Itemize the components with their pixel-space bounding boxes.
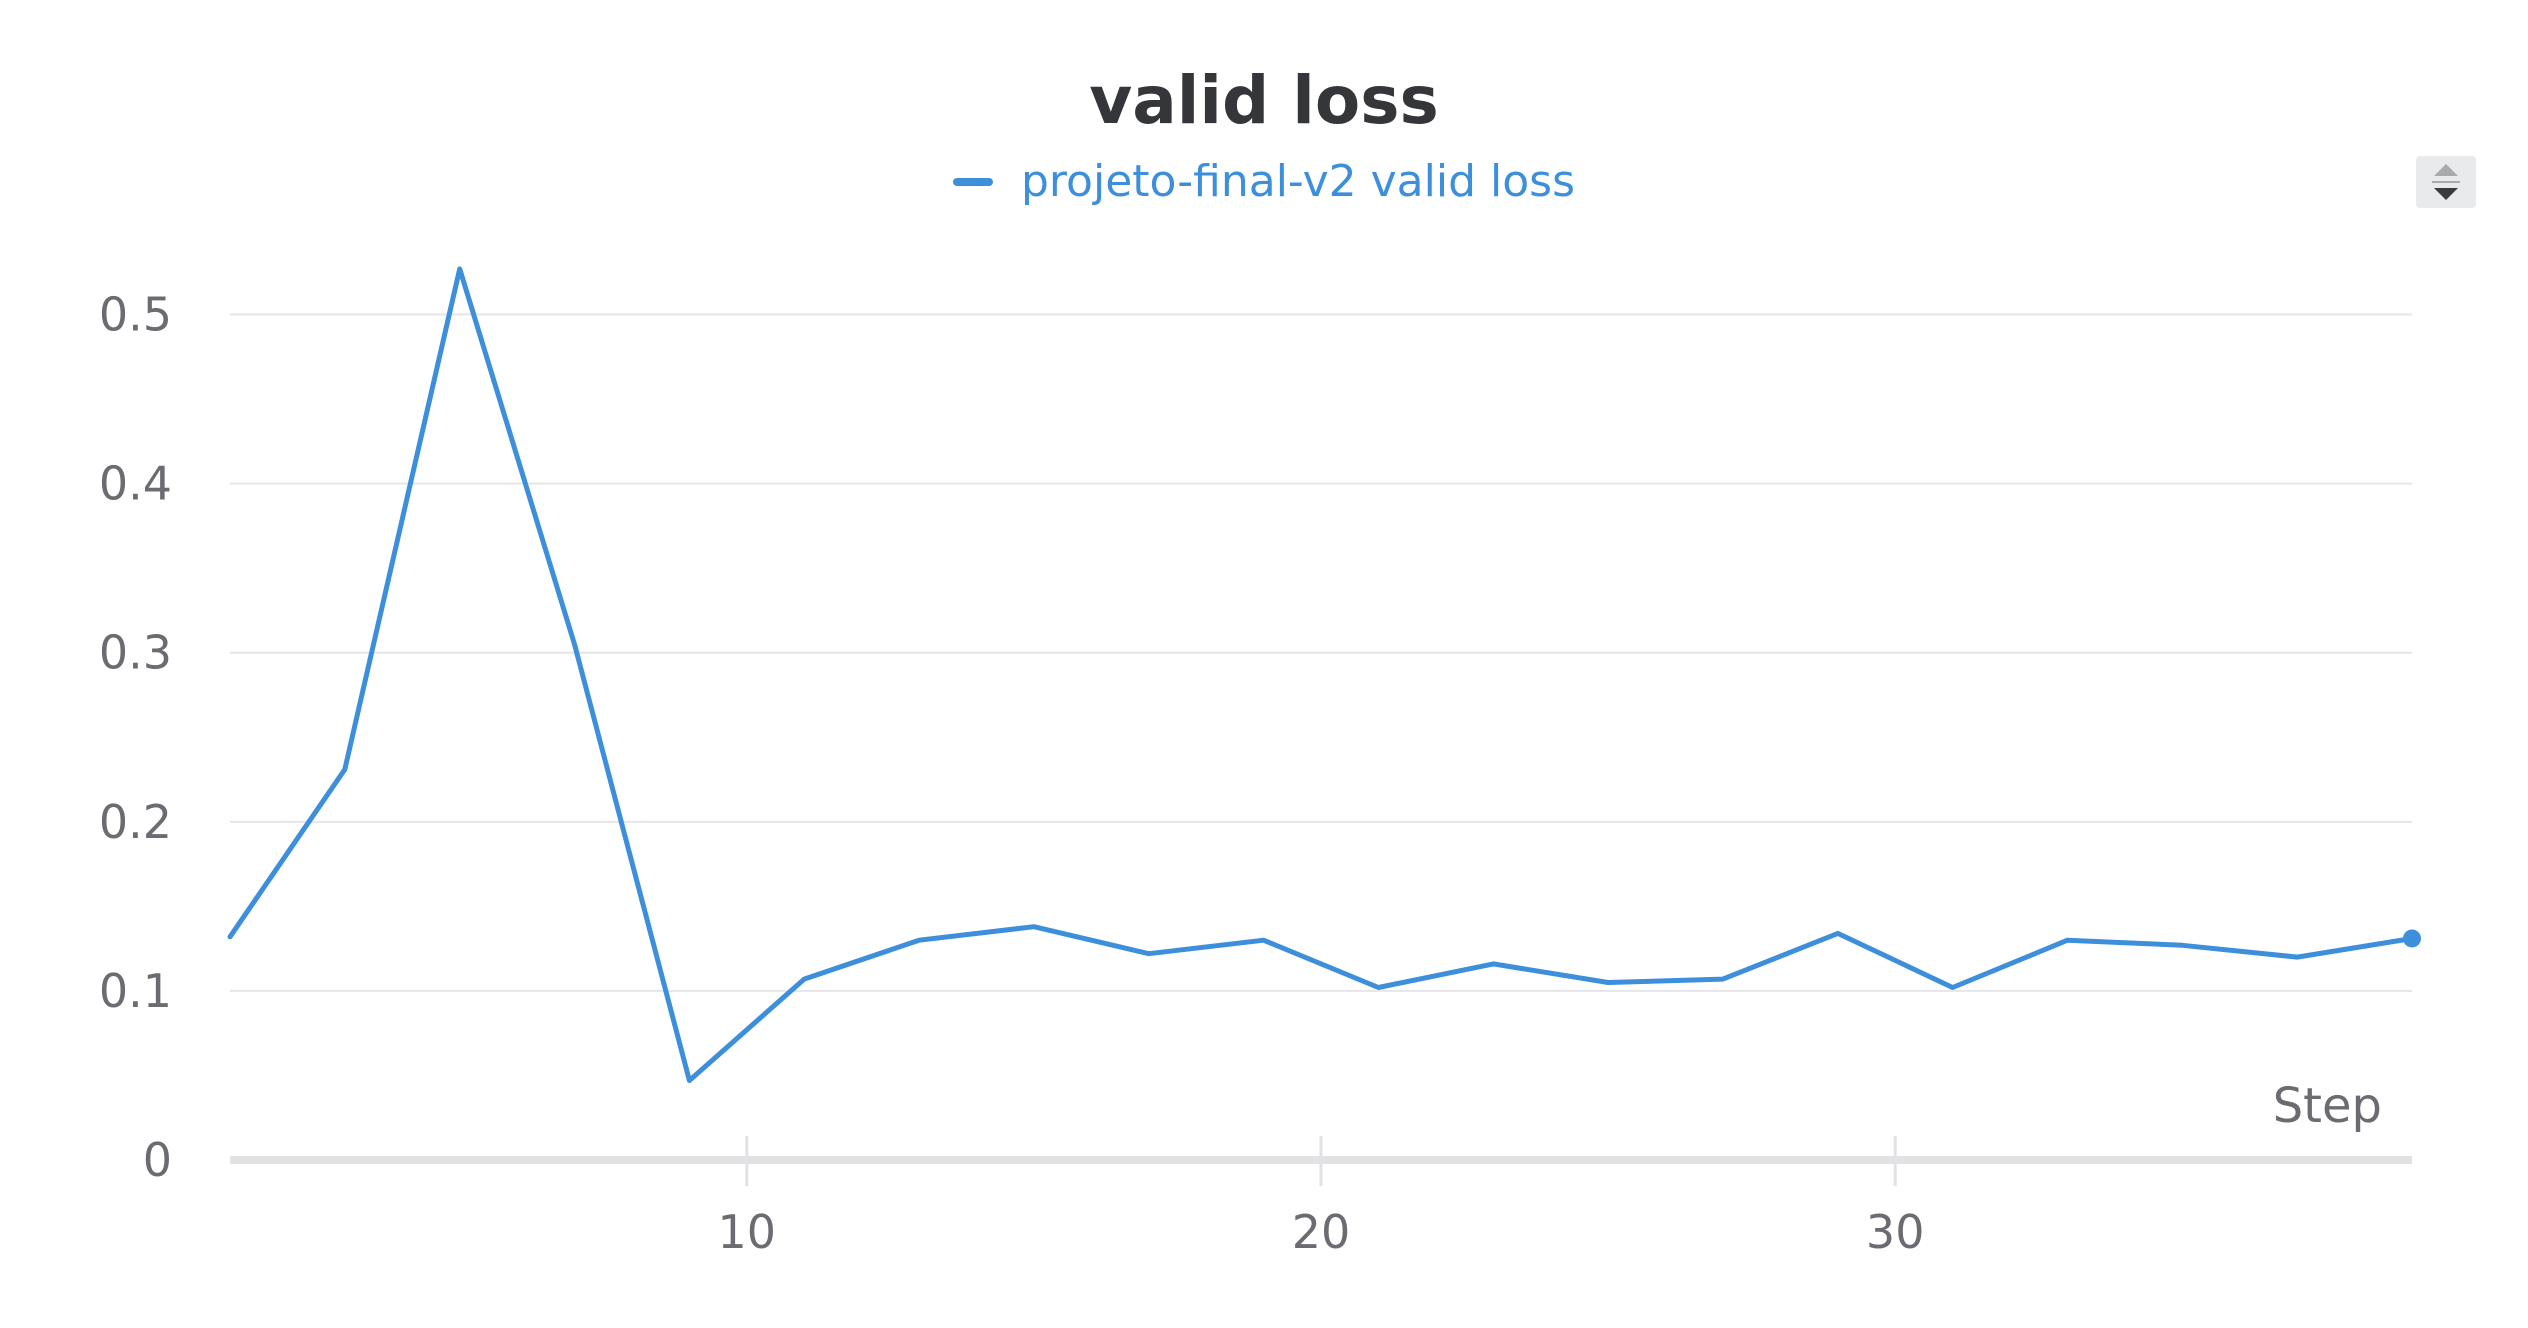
data-point [2403,929,2421,948]
x-tick-label: 10 [718,1205,777,1259]
series-layer [227,266,2421,1083]
scroll-up-down-icon[interactable] [2416,156,2476,208]
y-tick-label: 0.3 [99,626,172,680]
y-axis-ticks: 0 0.1 0.2 0.3 0.4 0.5 [99,288,172,1187]
y-tick-label: 0.4 [99,457,172,511]
chart-title: valid loss [1089,62,1439,139]
y-tick-label: 0.1 [99,964,172,1018]
y-tick-label: 0 [143,1133,172,1187]
legend: projeto-final-v2 valid loss [0,156,2528,207]
x-tick-label: 20 [1292,1205,1351,1259]
legend-scroll-control[interactable] [2416,156,2476,208]
x-axis-ticks: 10 20 30 [718,1136,1925,1259]
x-axis-label: Step [2273,1078,2382,1134]
y-tick-label: 0.2 [99,795,172,849]
y-tick-label: 0.5 [99,288,172,342]
grid-lines [230,313,2412,992]
series-line [227,266,2415,1083]
legend-label[interactable]: projeto-final-v2 valid loss [1021,156,1575,207]
legend-swatch [953,177,993,186]
x-tick-label: 30 [1866,1205,1925,1259]
